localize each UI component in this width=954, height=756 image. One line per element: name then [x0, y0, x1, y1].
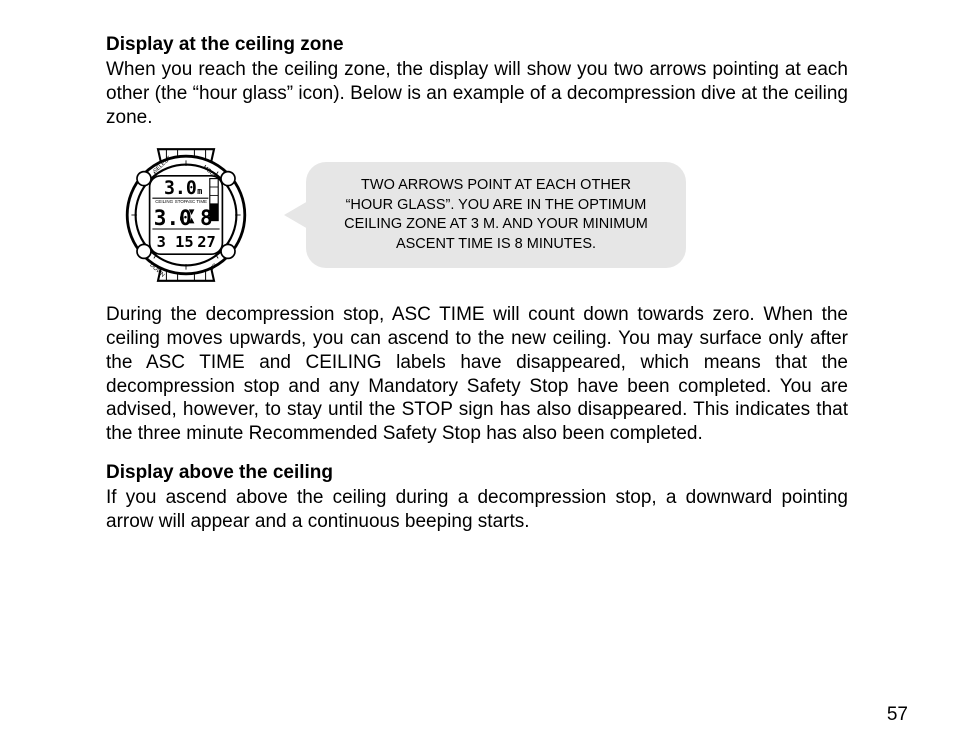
heading-ceiling-zone: Display at the ceiling zone — [106, 34, 848, 56]
figure-row: SELECT MODE DOWN UP 3.0 m CEILING — [106, 145, 848, 285]
heading-above-ceiling: Display above the ceiling — [106, 462, 848, 484]
para-ceiling-zone: When you reach the ceiling zone, the dis… — [106, 58, 848, 129]
lcd-mid-unit: m — [180, 215, 184, 223]
callout-box: TWO ARROWS POINT AT EACH OTHER “HOUR GLA… — [306, 162, 686, 268]
lcd-bottom-left: 3 15 — [157, 233, 194, 251]
lcd-mid-left: 3.0 — [154, 206, 192, 230]
lcd-top-value: 3.0 — [164, 178, 197, 199]
lcd-label-asctime: ASC TIME — [186, 199, 207, 204]
watch-illustration: SELECT MODE DOWN UP 3.0 m CEILING — [106, 145, 266, 285]
callout-line1: TWO ARROWS POINT AT EACH OTHER — [330, 176, 662, 196]
lcd-label-ceiling: CEILING — [155, 199, 173, 204]
page-number: 57 — [887, 704, 908, 726]
lcd-top-unit: m — [197, 186, 202, 196]
para-decompression-stop: During the decompression stop, ASC TIME … — [106, 303, 848, 446]
lcd-mid-right: 8 — [200, 206, 213, 230]
page-content: Display at the ceiling zone When you rea… — [36, 34, 918, 533]
para-above-ceiling: If you ascend above the ceiling during a… — [106, 486, 848, 534]
lcd-bottom-right: 27 — [197, 233, 216, 251]
callout-line2: “HOUR GLASS”. YOU ARE IN THE OPTIMUM CEI… — [330, 196, 662, 255]
